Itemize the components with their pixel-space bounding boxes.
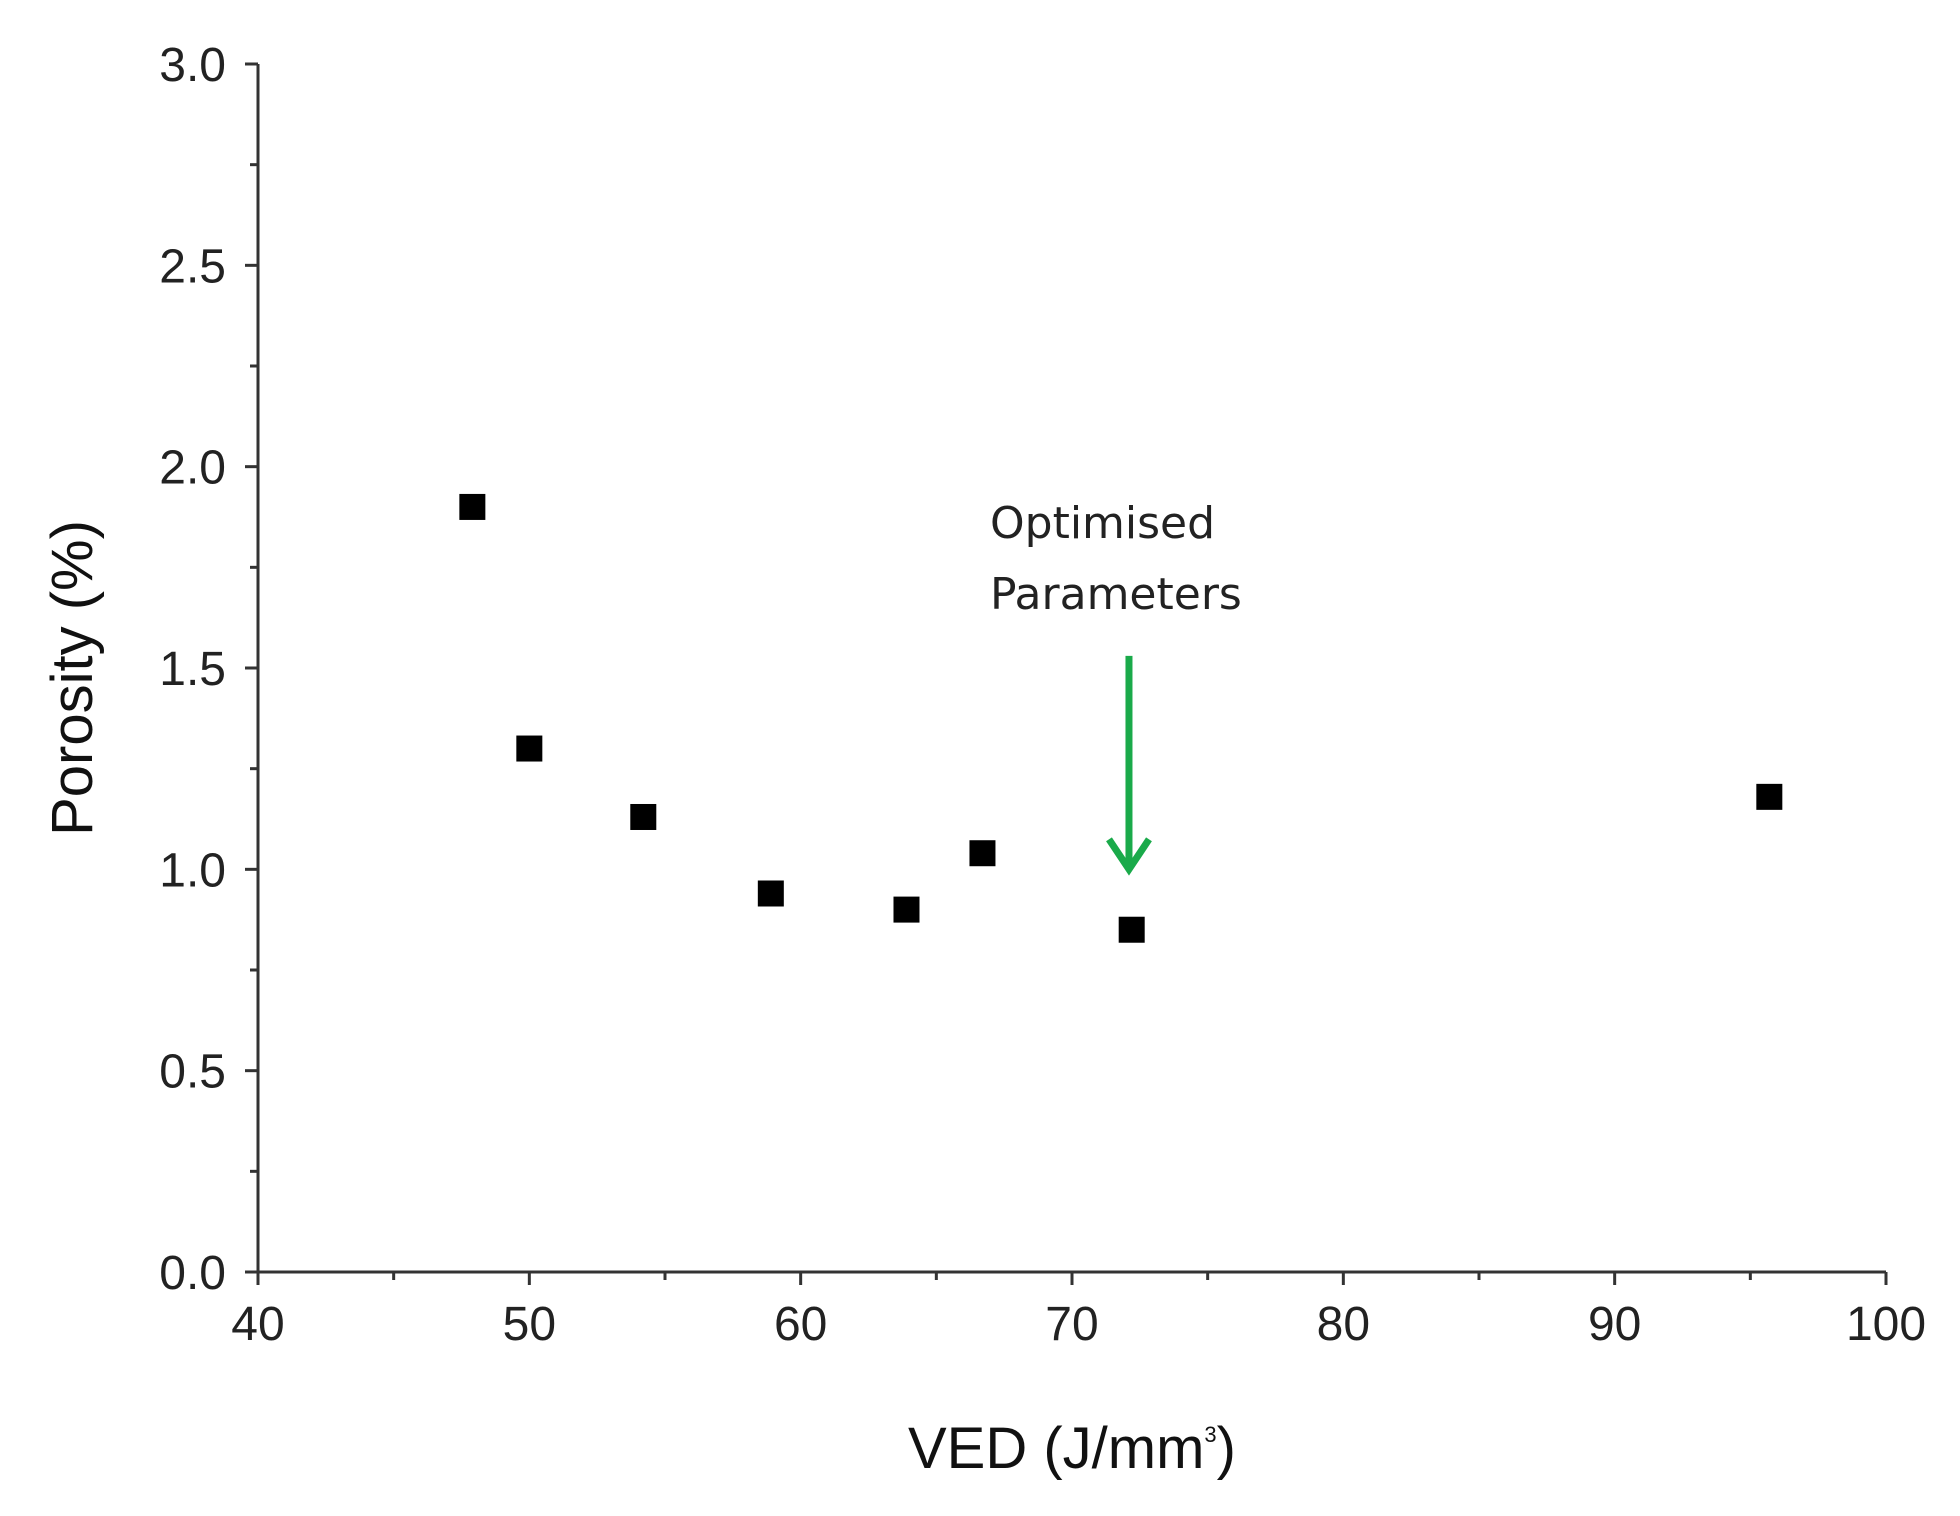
x-tick-label: 50	[503, 1298, 556, 1351]
y-tick-label: 2.0	[159, 442, 226, 495]
data-point	[1756, 783, 1783, 810]
y-axis-title: Porosity (%)	[40, 520, 105, 836]
x-axis-title-main: VED (J/mm	[908, 1416, 1204, 1481]
annotation-arrow-head	[1106, 837, 1152, 876]
data-points	[459, 493, 1783, 943]
y-tick-label: 0.0	[159, 1247, 226, 1300]
data-point	[969, 840, 996, 867]
data-point	[459, 493, 486, 520]
data-point	[893, 896, 920, 923]
data-point	[516, 735, 543, 762]
y-tick-label: 1.0	[159, 844, 226, 897]
annotation: Optimised Parameters	[990, 498, 1242, 876]
x-tick-label: 90	[1588, 1298, 1641, 1351]
data-point	[630, 803, 657, 830]
x-axis-title-end: )	[1217, 1416, 1236, 1481]
data-point	[1118, 916, 1145, 943]
y-tick-label: 2.5	[159, 240, 226, 293]
y-tick-label: 0.5	[159, 1046, 226, 1099]
x-tick-label: 70	[1045, 1298, 1098, 1351]
x-axis-title: VED (J/mm3)	[908, 1416, 1236, 1481]
x-tick-label: 80	[1317, 1298, 1370, 1351]
x-tick-label: 60	[774, 1298, 827, 1351]
x-tick-label: 40	[231, 1298, 284, 1351]
annotation-line-2: Parameters	[990, 569, 1242, 620]
x-tick-label: 100	[1846, 1298, 1926, 1351]
x-axis-title-superscript: 3	[1204, 1422, 1216, 1447]
y-tick-label: 3.0	[159, 39, 226, 92]
annotation-line-1: Optimised	[990, 498, 1215, 549]
data-point	[757, 880, 784, 907]
axes	[256, 64, 1886, 1274]
y-tick-label: 1.5	[159, 643, 226, 696]
ticks: 40 50 60 70 80 90 100 0.0 0.5 1.0 1.5 2.0 2.5 3.0	[159, 39, 1926, 1351]
